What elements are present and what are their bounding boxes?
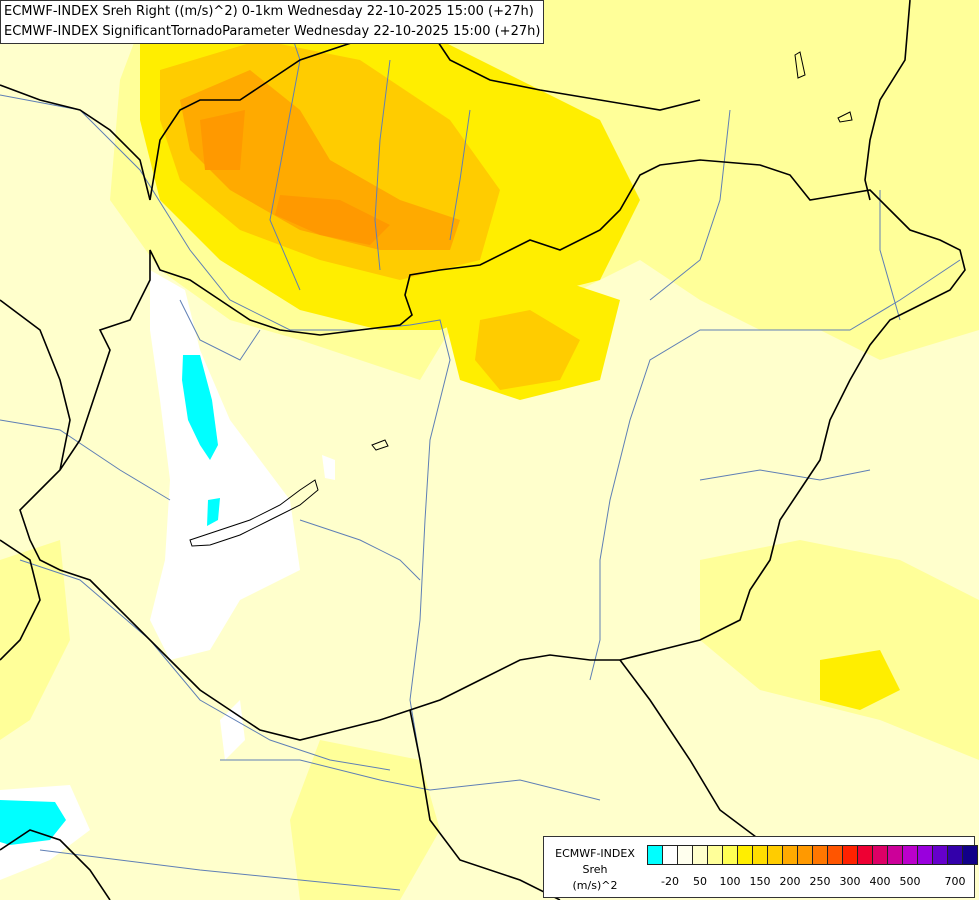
field-cyan-2: [207, 498, 220, 526]
title-line-2: ECMWF-INDEX SignificantTornadoParameter …: [4, 24, 541, 39]
legend-swatch: [887, 845, 903, 865]
legend-swatch: [677, 845, 693, 865]
river-drava: [19, 559, 391, 771]
legend-tick-label: 250: [809, 875, 831, 888]
legend-swatch: [692, 845, 708, 865]
field-cyan-3: [0, 800, 66, 845]
river-east-2: [879, 190, 901, 321]
field-yellow-west: [0, 540, 70, 740]
legend-tick-label: 400: [869, 875, 891, 888]
legend-label: ECMWF-INDEX Sreh (m/s)^2: [548, 846, 642, 894]
legend-swatch: [797, 845, 813, 865]
legend-tick-label: 50: [693, 875, 707, 888]
legend-swatch: [932, 845, 948, 865]
border-serbia: [409, 709, 561, 900]
legend-parameter: Sreh: [582, 863, 608, 876]
legend-swatch: [872, 845, 888, 865]
legend-swatch: [842, 845, 858, 865]
legend-swatch: [827, 845, 843, 865]
legend-swatch: [962, 845, 978, 865]
field-yellow-east: [700, 540, 979, 760]
legend-tick-label: 700: [944, 875, 966, 888]
legend-swatch: [902, 845, 918, 865]
legend-tick-label: 200: [779, 875, 801, 888]
border-croatia: [0, 539, 41, 661]
river-danube: [0, 94, 451, 821]
legend-tick-label: 150: [749, 875, 771, 888]
legend-swatch: [752, 845, 768, 865]
legend-swatch: [707, 845, 723, 865]
legend-swatch: [647, 845, 663, 865]
border-east: [864, 0, 911, 201]
river-east-3: [699, 469, 871, 481]
border-slovenia: [0, 299, 71, 471]
lake-balaton: [189, 479, 319, 547]
river-west-2: [179, 299, 261, 361]
field-white-dot: [322, 455, 335, 480]
river-central-1: [299, 519, 421, 581]
legend-model: ECMWF-INDEX: [555, 847, 635, 860]
legend-swatch: [782, 845, 798, 865]
lake-north-1: [794, 51, 806, 79]
lakes: [189, 51, 853, 547]
river-west-1: [0, 419, 171, 501]
legend-swatch: [857, 845, 873, 865]
legend-swatch: [662, 845, 678, 865]
field-cyan-1: [182, 355, 218, 460]
color-legend: ECMWF-INDEX Sreh (m/s)^2 -20 50 100 150 200 2…: [543, 836, 978, 898]
field-gold-east: [820, 650, 900, 710]
legend-unit: (m/s)^2: [572, 879, 618, 892]
legend-color-bar: [647, 845, 978, 865]
legend-tick-label: -20: [661, 875, 679, 888]
river-south-1: [220, 759, 601, 801]
legend-swatch: [812, 845, 828, 865]
field-orange-dark: [200, 110, 245, 170]
river-north-2: [374, 59, 391, 271]
river-north-3: [449, 109, 471, 241]
lake-velence: [371, 439, 389, 451]
title-line-1: ECMWF-INDEX Sreh Right ((m/s)^2) 0-1km W…: [4, 4, 534, 19]
river-east-1: [649, 109, 731, 301]
legend-swatch: [722, 845, 738, 865]
legend-swatch: [767, 845, 783, 865]
border-hungary: [19, 159, 966, 741]
border-west: [0, 84, 151, 201]
lake-north-2: [837, 111, 853, 123]
legend-ticks: -20 50 100 150 200 250 300 400 500 700: [647, 875, 977, 889]
legend-swatch: [737, 845, 753, 865]
map-title-box: ECMWF-INDEX Sreh Right ((m/s)^2) 0-1km W…: [0, 0, 545, 44]
legend-tick-label: 500: [899, 875, 921, 888]
field-orange-small: [475, 310, 580, 390]
legend-swatch: [917, 845, 933, 865]
rivers: [0, 0, 961, 891]
legend-swatch: [947, 845, 963, 865]
field-orange: [180, 70, 460, 250]
river-tisza: [589, 259, 961, 681]
legend-tick-label: 300: [839, 875, 861, 888]
river-sava: [39, 849, 401, 891]
border-bosnia: [0, 829, 111, 900]
legend-tick-label: 100: [719, 875, 741, 888]
field-yellow-south: [290, 740, 440, 900]
field-orange-dark-2: [275, 195, 390, 245]
